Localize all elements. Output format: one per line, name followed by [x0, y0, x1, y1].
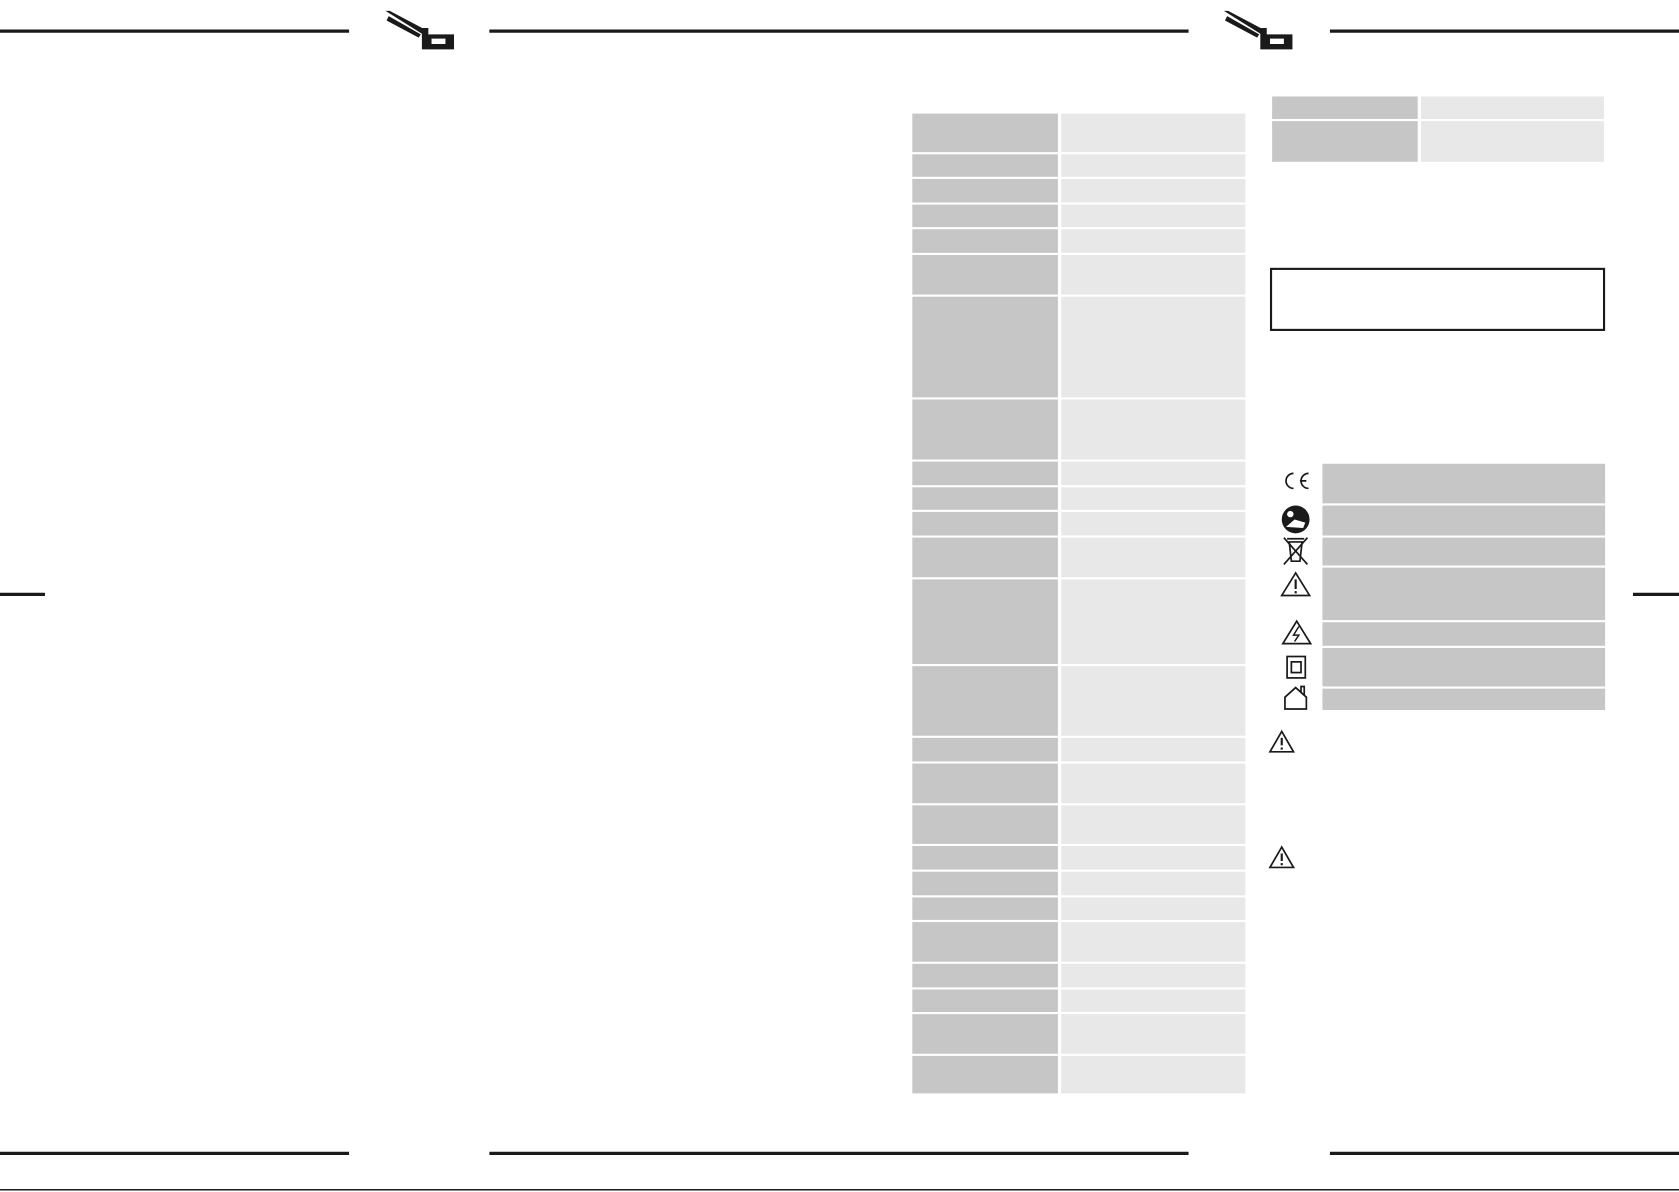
table-value-cell	[1420, 96, 1605, 119]
table-label-cell	[912, 737, 1058, 762]
table-label-cell	[912, 763, 1058, 804]
table-value-cell	[1061, 666, 1246, 736]
table-value-cell	[1061, 1014, 1246, 1054]
voltage-icon	[1281, 619, 1313, 645]
table-label-cell	[912, 897, 1058, 920]
table-value-cell	[1061, 1055, 1246, 1094]
table-label-cell	[912, 254, 1058, 295]
ce-mark	[1285, 472, 1309, 490]
symbol-description-cell	[1322, 463, 1606, 504]
table-label-cell	[1272, 121, 1418, 162]
table-label-cell	[912, 579, 1058, 664]
symbol-description-cell	[1322, 622, 1606, 646]
table-label-cell	[912, 666, 1058, 736]
table-value-cell	[1061, 229, 1246, 253]
table-label-cell	[912, 989, 1058, 1013]
indoor-icon	[1284, 685, 1308, 710]
spec-table-continued	[1272, 96, 1605, 162]
table-label-cell	[912, 1055, 1058, 1094]
table-label-cell	[912, 399, 1058, 460]
weee-icon	[1283, 537, 1309, 565]
table-value-cell	[1061, 461, 1246, 486]
table-label-cell	[912, 154, 1058, 177]
table-label-cell	[1272, 96, 1418, 119]
protection-class-icon	[1286, 655, 1307, 679]
table-label-cell	[912, 963, 1058, 988]
table-label-cell	[912, 113, 1058, 153]
table-value-cell	[1061, 113, 1246, 153]
warning-icon	[1268, 729, 1296, 753]
table-value-cell	[1061, 579, 1246, 664]
table-label-cell	[912, 1014, 1058, 1054]
table-label-cell	[912, 178, 1058, 203]
table-label-cell	[912, 204, 1058, 228]
logo	[1223, 10, 1293, 50]
table-value-cell	[1420, 121, 1605, 162]
symbol-icons	[1268, 472, 1313, 869]
table-value-cell	[1061, 178, 1246, 203]
spec-table	[912, 113, 1246, 1094]
table-label-cell	[912, 487, 1058, 510]
symbol-table	[1322, 463, 1606, 711]
table-value-cell	[1061, 254, 1246, 295]
table-label-cell	[912, 296, 1058, 398]
symbol-description-cell	[1322, 567, 1606, 621]
table-label-cell	[912, 871, 1058, 896]
table-label-cell	[912, 511, 1058, 536]
table-value-cell	[1061, 871, 1246, 896]
symbol-description-cell	[1322, 688, 1606, 711]
table-value-cell	[1061, 204, 1246, 228]
warning-icon	[1268, 845, 1296, 869]
warning-icon	[1280, 571, 1312, 597]
symbol-description-cell	[1322, 537, 1606, 566]
table-value-cell	[1061, 399, 1246, 460]
logo	[385, 10, 455, 50]
table-value-cell	[1061, 537, 1246, 578]
table-label-cell	[912, 229, 1058, 253]
table-value-cell	[1061, 737, 1246, 762]
table-value-cell	[1061, 805, 1246, 844]
footer-rules	[0, 1151, 1679, 1191]
table-value-cell	[1061, 989, 1246, 1013]
table-value-cell	[1061, 763, 1246, 804]
read-manual-icon	[1281, 505, 1310, 534]
symbol-description-cell	[1322, 647, 1606, 687]
table-label-cell	[912, 537, 1058, 578]
table-value-cell	[1061, 154, 1246, 177]
symbol-description-cell	[1322, 505, 1606, 536]
table-value-cell	[1061, 846, 1246, 870]
table-value-cell	[1061, 897, 1246, 920]
note-box	[1269, 267, 1606, 331]
table-value-cell	[1061, 487, 1246, 510]
table-value-cell	[1061, 963, 1246, 988]
table-label-cell	[912, 805, 1058, 844]
table-value-cell	[1061, 922, 1246, 962]
table-value-cell	[1061, 296, 1246, 398]
table-label-cell	[912, 846, 1058, 870]
table-value-cell	[1061, 511, 1246, 536]
table-label-cell	[912, 461, 1058, 486]
table-label-cell	[912, 922, 1058, 962]
